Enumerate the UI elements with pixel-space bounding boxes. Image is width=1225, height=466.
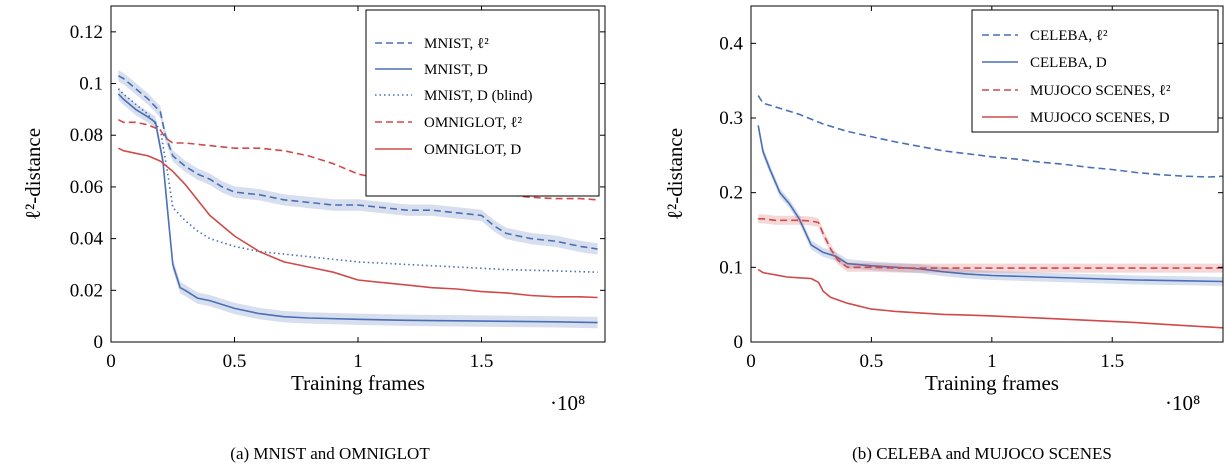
legend-entry-celeba-l2: CELEBA, ℓ² [982,28,1108,44]
panel-b-y-tick-label-4: 0.4 [719,33,743,54]
panel-b-y-tick-label-3: 0.3 [719,108,743,129]
legend-entry-mnist-d: MNIST, D [375,62,488,78]
panel-a-y-tick-label-1: 0.02 [70,280,103,301]
panel-a-legend-box [365,9,600,197]
panel-b-y-tick-label-2: 0.2 [719,183,743,204]
legend-label-omniglot-l2: OMNIGLOT, ℓ² [424,115,523,131]
panel-b: 0 0.5 1 1.5 0 0.1 0.2 0.3 0.4 Training frames ·1… [663,5,1224,463]
legend-entry-mnist-d-blind: MNIST, D (blind) [375,88,532,104]
panel-b-legend: CELEBA, ℓ² CELEBA, D MUJOCO SCENES, ℓ² M… [971,9,1219,133]
panel-b-series-mujoco-scenes-line [758,218,1223,269]
panel-b-y-tick-label-1: 0.1 [719,257,743,278]
panel-b-x-multiplier: ·10⁸ [1165,391,1200,415]
legend-entry-mujoco-l2: MUJOCO SCENES, ℓ² [982,83,1171,99]
panel-a-y-tick-label-0: 0 [94,332,104,353]
panel-b-series-layer [757,95,1224,329]
legend-entry-mujoco-d: MUJOCO SCENES, D [982,110,1170,126]
legend-entry-celeba-d: CELEBA, D [982,55,1107,71]
panel-b-series-mujoco-scenes-d-line [757,268,1224,329]
panel-a-x-tick-label-3: 1.5 [470,351,494,372]
panel-b-y-axis-label: ℓ²-distance [663,128,687,220]
panel-b-series-celeba-d-line [757,125,1224,283]
panel-b-plot-frame [750,5,1224,343]
panel-a-y-tick-label-5: 0.1 [79,74,103,95]
panel-b-x-axis-label: Training frames [925,371,1059,395]
panel-a-y-tick-label-2: 0.04 [70,229,104,250]
panel-a-series-omniglot-d-line [118,147,598,299]
panel-b-caption: (b) CELEBA and MUJOCO SCENES [852,444,1112,463]
panel-a-x-tick-label-2: 1 [353,351,363,372]
legend-label-mnist-d-blind: MNIST, D (blind) [424,88,532,104]
panel-a-series-mnist-line [118,75,598,250]
panel-a-legend: MNIST, ℓ² MNIST, D MNIST, D (blind) OMNI… [365,9,600,197]
panel-a-x-tick-label-1: 0.5 [223,351,247,372]
legend-label-mujoco-d: MUJOCO SCENES, D [1030,110,1170,126]
panel-a-y-tick-label-4: 0.08 [70,125,103,146]
panel-a-caption: (a) MNIST and OMNIGLOT [230,444,430,463]
panel-b-x-tick-label-0: 0 [746,351,756,372]
panel-a-x-tick-label-0: 0 [106,351,116,372]
panel-a: 0 0.5 1 1.5 0 0.02 0.04 0.06 0.08 0.1 0.12 Trainin… [21,5,606,463]
panel-b-x-tick-label-3: 1.5 [1100,351,1124,372]
legend-entry-omniglot-l2: OMNIGLOT, ℓ² [375,115,523,131]
legend-label-celeba-d: CELEBA, D [1030,55,1107,71]
legend-label-mujoco-l2: MUJOCO SCENES, ℓ² [1030,83,1171,99]
panel-b-series-celeba-d-band [758,121,1223,286]
panel-b-ticks-layer: 0 0.5 1 1.5 0 0.1 0.2 0.3 0.4 [719,6,1223,372]
panel-b-y-tick-label-0: 0 [734,332,744,353]
legend-label-mnist-d: MNIST, D [424,62,488,78]
panel-a-series-mnist-band [118,70,598,255]
legend-entry-omniglot-d: OMNIGLOT, D [375,142,521,158]
panel-a-series-mnist-d-blind-line [117,88,598,273]
legend-label-celeba-l2: CELEBA, ℓ² [1030,28,1108,44]
panel-b-series-celeba-line [757,95,1224,178]
legend-label-omniglot-d: OMNIGLOT, D [424,142,521,158]
panel-a-x-axis-label: Training frames [291,371,425,395]
panel-a-x-multiplier: ·10⁸ [550,391,585,415]
legend-entry-mnist-l2: MNIST, ℓ² [375,36,489,52]
panel-a-y-tick-label-3: 0.06 [70,177,103,198]
panel-b-x-tick-label-2: 1 [987,351,997,372]
panel-a-ticks-layer: 0 0.5 1 1.5 0 0.02 0.04 0.06 0.08 0.1 0.12 [70,6,605,372]
panel-a-series-layer [117,70,598,329]
panel-b-legend-box [971,9,1219,133]
legend-label-mnist-l2: MNIST, ℓ² [424,36,489,52]
panel-a-y-axis-label: ℓ²-distance [21,128,45,220]
panel-a-y-tick-label-6: 0.12 [70,22,103,43]
panel-b-x-tick-label-1: 0.5 [860,351,884,372]
